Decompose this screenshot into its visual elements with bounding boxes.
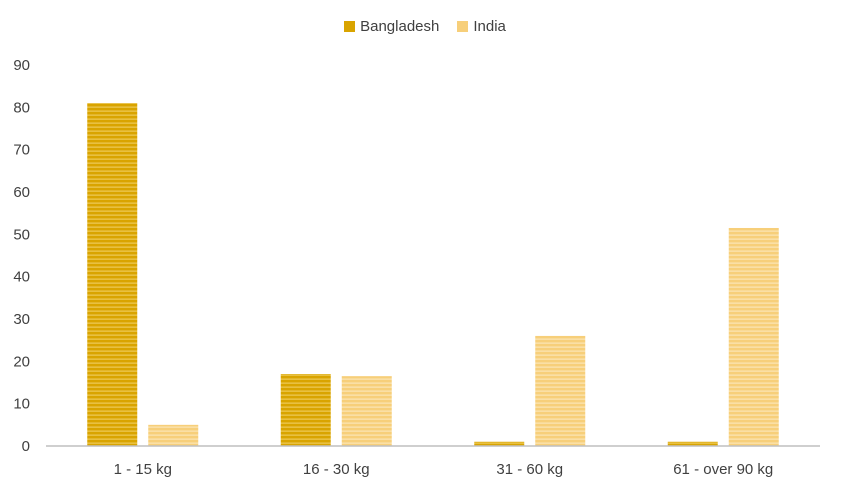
bars [87,103,779,446]
legend-item-bangladesh: Bangladesh [344,18,439,35]
bar-bangladesh-4 [667,441,718,446]
bar-bangladesh-2 [280,374,331,446]
y-tick-label: 10 [13,396,30,413]
x-tick-label: 31 - 60 kg [496,461,563,478]
y-tick-label: 80 [13,99,30,116]
x-tick-label: 1 - 15 kg [114,461,172,478]
y-tick-label: 0 [22,438,30,455]
x-tick-label: 61 - over 90 kg [673,461,773,478]
legend-item-india: India [457,18,506,35]
bar-india-2 [341,376,392,446]
chart-legend: Bangladesh India [0,18,850,35]
bar-india-3 [535,335,586,446]
y-tick-label: 90 [13,57,30,74]
y-tick-label: 50 [13,226,30,243]
legend-label-bangladesh: Bangladesh [360,18,440,35]
bar-india-4 [728,227,779,446]
legend-swatch-bangladesh [344,21,356,32]
bar-bangladesh-1 [87,103,138,446]
bar-bangladesh-3 [474,441,525,446]
y-axis-ticks: 0 10 20 30 40 50 60 70 80 90 [13,57,30,455]
legend-label-india: India [473,18,506,35]
y-tick-label: 60 [13,184,30,201]
y-tick-label: 40 [13,269,30,286]
y-tick-label: 70 [13,142,30,159]
legend-swatch-india [457,21,469,32]
x-tick-label: 16 - 30 kg [303,461,370,478]
y-tick-label: 30 [13,311,30,328]
x-axis-ticks: 1 - 15 kg 16 - 30 kg 31 - 60 kg 61 - over 9… [114,461,774,478]
y-tick-label: 20 [13,353,30,370]
bar-india-1 [148,424,199,446]
